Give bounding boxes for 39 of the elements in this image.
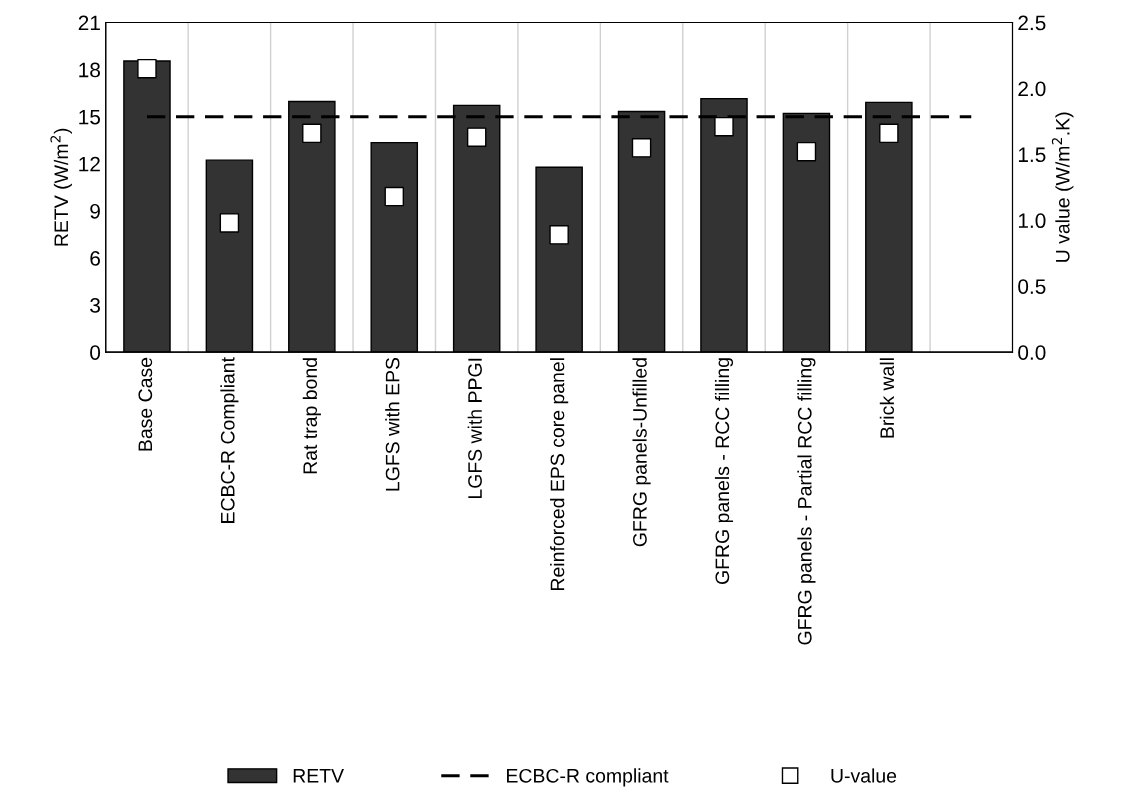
y-tick-label: 12: [79, 156, 100, 172]
y-tick-label: 18: [79, 62, 100, 78]
point: [549, 225, 569, 245]
legend-label: ECBC-R compliant: [507, 768, 669, 787]
y2-tick-label: 0.0: [1018, 345, 1046, 360]
y-tick-label: 6: [90, 250, 100, 266]
point: [384, 186, 405, 207]
y-tick-label: 3: [90, 298, 100, 313]
point: [714, 116, 734, 137]
point: [137, 58, 157, 79]
x-tick-label: LGFS with PPGI: [467, 358, 482, 499]
point: [219, 213, 240, 233]
x-tick-label: GFRG panels - RCC filling: [714, 358, 734, 585]
point: [796, 141, 817, 162]
y2-axis-title: U value (W/m$^{2}$.K): [1051, 112, 1074, 262]
y-tick-label: 21: [78, 15, 100, 31]
y2-tick-label: 2.0: [1018, 81, 1046, 97]
x-tick-label: ECBC-R Compliant: [220, 357, 239, 523]
y-axis-title: RETV (W/m$^{2}$): [50, 128, 72, 246]
x-tick-label: Rat trap bond: [302, 358, 321, 474]
x-tick-label: GFRG panels-Unfilled: [632, 358, 651, 547]
x-tick-label: Base Case: [138, 357, 153, 451]
y2-tick-label: 1.0: [1018, 213, 1046, 229]
y2-tick-label: 0.5: [1018, 279, 1046, 294]
y-tick-label: 0: [90, 345, 101, 360]
x-tick-label: Reinforced EPS core panel: [550, 358, 569, 590]
x-tick-label: Brick wall: [879, 358, 895, 438]
point: [631, 138, 652, 158]
y2-tick-label: 1.5: [1018, 147, 1046, 163]
point: [879, 123, 899, 144]
point: [466, 127, 487, 147]
y2-tick-label: 2.5: [1018, 15, 1046, 31]
y-tick-label: 9: [90, 203, 100, 219]
x-tick-label: LGFS with EPS: [385, 357, 400, 491]
x-tick-label: GFRG panels - Partial RCC filling: [797, 358, 816, 645]
legend-label: U-value: [831, 768, 897, 783]
y-tick-label: 15: [79, 109, 101, 125]
point: [302, 123, 322, 144]
legend-label: RETV: [293, 769, 344, 783]
